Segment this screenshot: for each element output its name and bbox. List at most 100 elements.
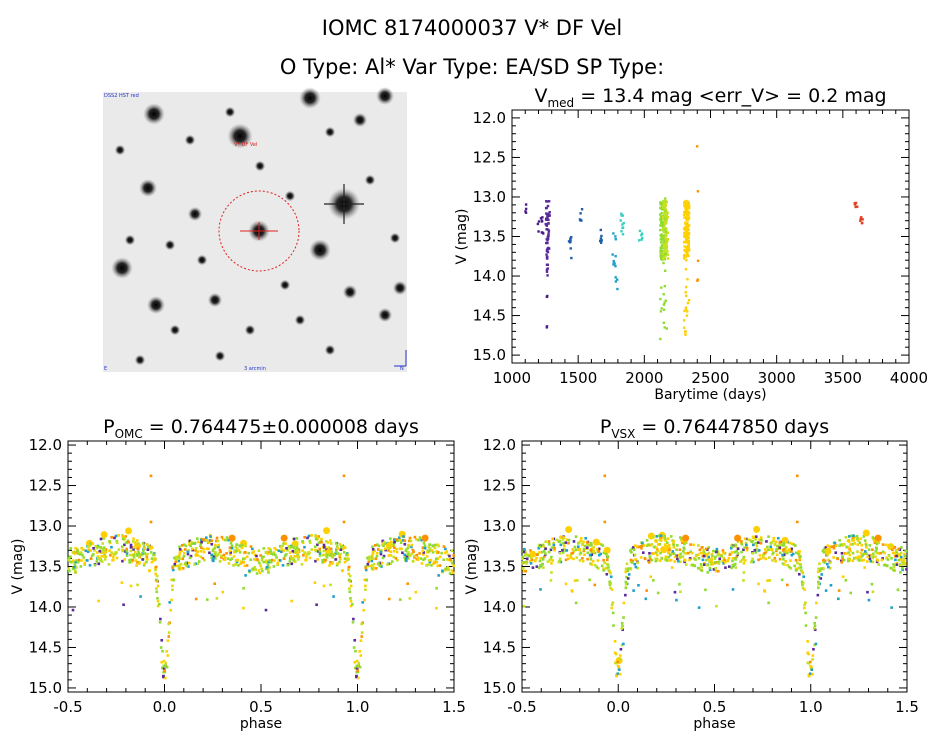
data-point (408, 536, 412, 540)
data-point (316, 558, 319, 561)
data-point (228, 549, 232, 553)
data-point (903, 562, 907, 566)
data-point (625, 562, 629, 566)
data-point (541, 558, 545, 561)
data-point (71, 608, 75, 612)
data-point (276, 561, 280, 565)
data-point (662, 226, 666, 229)
data-point (660, 211, 663, 215)
image-scale-label: 3 arcmin (244, 366, 266, 372)
data-point (840, 551, 844, 555)
data-point (265, 565, 269, 569)
data-point (742, 579, 745, 582)
data-point (76, 560, 80, 564)
chart-title-main: P (103, 416, 114, 438)
data-point (523, 550, 527, 554)
data-point (239, 560, 243, 564)
data-point (232, 555, 236, 558)
data-point (863, 566, 866, 569)
data-point (803, 588, 806, 591)
data-point (379, 550, 383, 554)
data-point (336, 547, 339, 550)
data-point (578, 541, 581, 544)
data-point (788, 548, 791, 551)
data-point (823, 547, 826, 551)
data-point (314, 537, 318, 541)
star (392, 280, 408, 296)
data-point (100, 550, 104, 553)
data-point (114, 551, 118, 554)
data-point (323, 558, 326, 562)
data-point (665, 238, 669, 242)
data-point (686, 310, 689, 313)
data-point (889, 544, 893, 547)
data-point (448, 572, 452, 575)
data-point (295, 555, 299, 558)
data-point (856, 205, 859, 208)
data-point (730, 551, 734, 554)
chart-title-subscript: med (547, 96, 574, 110)
x-tick-label: 2500 (691, 369, 729, 387)
star (187, 206, 203, 222)
data-point (385, 542, 393, 550)
image-east-label: E (104, 366, 107, 372)
data-point (708, 568, 712, 572)
data-point (260, 556, 264, 560)
data-point (863, 550, 867, 553)
data-point (849, 549, 852, 553)
data-point (583, 544, 587, 548)
data-point (611, 601, 615, 605)
data-point (351, 602, 354, 606)
data-point (819, 577, 823, 580)
data-point (629, 558, 633, 562)
data-point (178, 551, 182, 554)
data-point (281, 544, 284, 548)
data-point (342, 520, 346, 524)
data-point (659, 201, 662, 204)
data-point (662, 243, 666, 246)
data-point (731, 588, 735, 591)
data-point (864, 543, 868, 547)
data-point (620, 230, 623, 233)
data-point (574, 601, 578, 605)
data-point (79, 551, 82, 554)
data-point (352, 646, 356, 649)
data-point (743, 537, 747, 541)
data-point (663, 269, 667, 272)
data-point (392, 549, 396, 553)
data-point (804, 611, 807, 615)
data-point (89, 549, 92, 552)
star (309, 239, 331, 261)
data-point (389, 562, 392, 565)
data-point (175, 564, 179, 568)
star (139, 179, 157, 197)
data-point (565, 526, 573, 534)
data-point (546, 267, 549, 270)
data-point (820, 573, 824, 576)
data-point (216, 539, 220, 543)
chart-title-subscript: VSX (611, 427, 635, 441)
data-point (209, 535, 212, 538)
data-point (653, 545, 657, 549)
data-point (249, 558, 253, 562)
data-point (685, 237, 688, 240)
data-point (67, 558, 71, 562)
data-point (769, 545, 773, 549)
data-point (368, 555, 371, 559)
data-point (387, 597, 391, 601)
data-point (72, 565, 76, 569)
data-point (302, 553, 305, 557)
phase-vsx-chart: -0.5 0.0 0.5 1.0 1.512.012.513.013.514.014.5… (464, 416, 919, 732)
data-point (572, 557, 575, 561)
data-point (735, 549, 739, 553)
data-point (590, 563, 594, 566)
data-point (129, 546, 133, 549)
data-point (135, 564, 138, 567)
data-point (395, 550, 399, 554)
data-point (405, 548, 408, 551)
data-point (566, 554, 569, 557)
data-point (141, 558, 144, 561)
data-point (663, 249, 667, 253)
data-point (247, 551, 250, 555)
data-point (393, 538, 396, 542)
